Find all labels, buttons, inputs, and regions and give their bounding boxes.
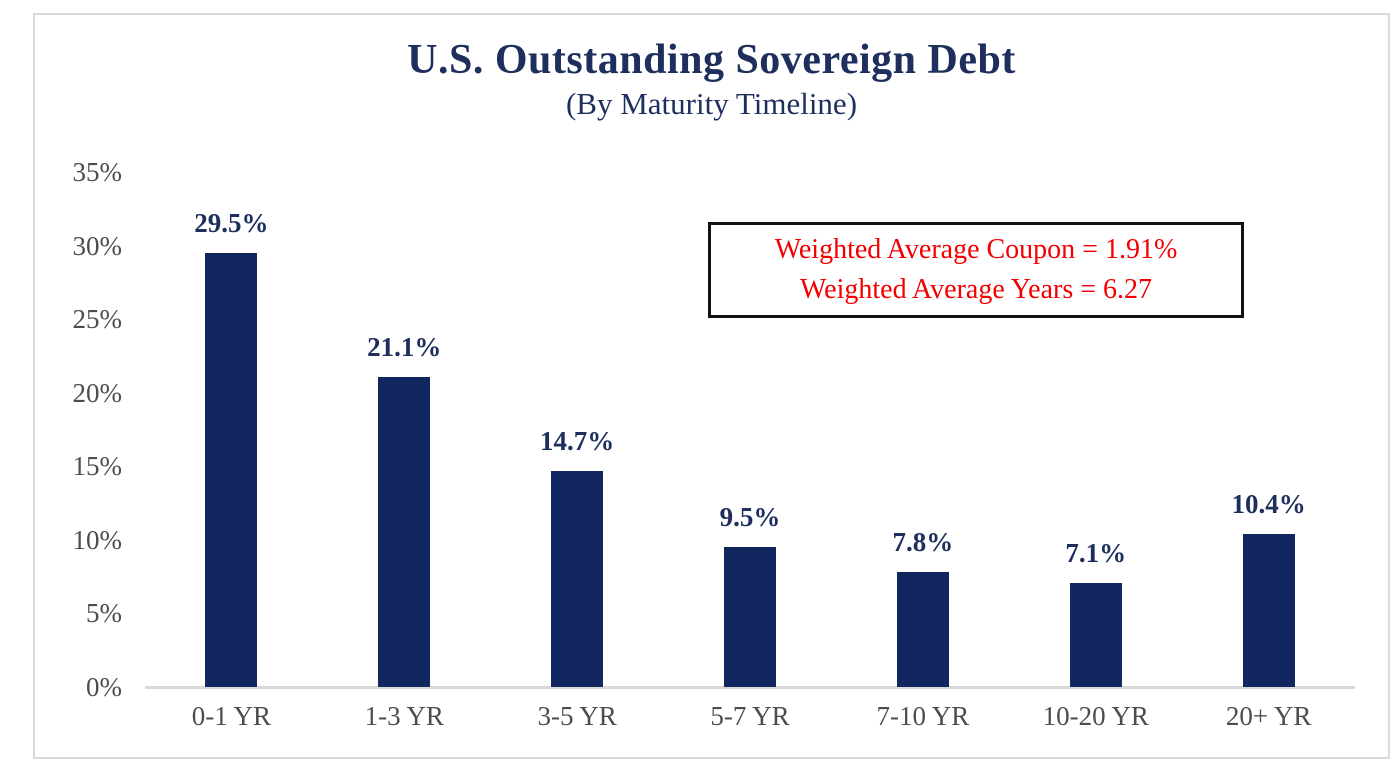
x-tick-label: 1-3 YR xyxy=(364,701,444,731)
bar-slot: 7.8% xyxy=(836,172,1009,687)
bar xyxy=(724,547,776,687)
y-tick-label: 5% xyxy=(86,598,122,629)
bar-value-label: 29.5% xyxy=(194,207,269,238)
bar-value-label: 14.7% xyxy=(540,425,615,456)
bar-slot: 7.1% xyxy=(1009,172,1182,687)
y-tick-label: 25% xyxy=(72,304,123,335)
bar-value-label: 10.4% xyxy=(1231,488,1306,519)
y-tick-label: 30% xyxy=(72,230,123,261)
bar xyxy=(1242,533,1295,687)
bar xyxy=(896,572,949,687)
bar-slot: 9.5% xyxy=(664,172,837,687)
chart-title: U.S. Outstanding Sovereign Debt xyxy=(407,37,1016,83)
chart-frame xyxy=(33,13,1390,759)
x-axis: 0-1 YR 1-3 YR 3-5 YR 5-7 YR 7-10 YR 10-20 YR 2… xyxy=(145,698,1355,734)
annotation-box: Weighted Average Coupon = 1.91% Weighted… xyxy=(708,222,1244,318)
bar-slot: 21.1% xyxy=(318,172,491,687)
bar xyxy=(1069,582,1122,687)
bar-value-label: 21.1% xyxy=(367,331,442,362)
y-axis: 35% 30% 25% 20% 15% 10% 5% 0% xyxy=(40,0,123,772)
y-tick-label: 0% xyxy=(86,672,122,702)
plot-area: 29.5% 21.1% 14.7% 9.5% 7.8% 7.1% 10.4% xyxy=(145,172,1355,687)
x-tick-label: 20+ YR xyxy=(1225,701,1312,731)
bar-value-label: 7.8% xyxy=(892,527,954,558)
bar-slot: 29.5% xyxy=(145,172,318,687)
bar-value-label: 7.1% xyxy=(1065,537,1127,568)
bar xyxy=(378,376,431,687)
y-tick-label: 10% xyxy=(72,524,123,555)
bar-slot: 10.4% xyxy=(1182,172,1355,687)
y-tick-label: 35% xyxy=(72,157,123,187)
annotation-line-coupon: Weighted Average Coupon = 1.91% xyxy=(774,234,1178,265)
bar-value-label: 9.5% xyxy=(719,502,781,533)
x-tick-label: 7-10 YR xyxy=(876,701,970,731)
annotation-line-years: Weighted Average Years = 6.27 xyxy=(799,274,1153,305)
y-tick-label: 15% xyxy=(72,451,123,482)
bar-slot: 14.7% xyxy=(491,172,664,687)
x-tick-label: 0-1 YR xyxy=(191,701,272,731)
x-tick-label: 10-20 YR xyxy=(1042,701,1149,731)
y-tick-label: 20% xyxy=(72,377,123,408)
bar xyxy=(205,252,258,687)
chart-subtitle: (By Maturity Timeline) xyxy=(565,86,858,121)
x-axis-line xyxy=(145,686,1355,689)
bar xyxy=(551,470,604,687)
x-tick-label: 3-5 YR xyxy=(537,701,617,731)
x-tick-label: 5-7 YR xyxy=(710,701,790,731)
